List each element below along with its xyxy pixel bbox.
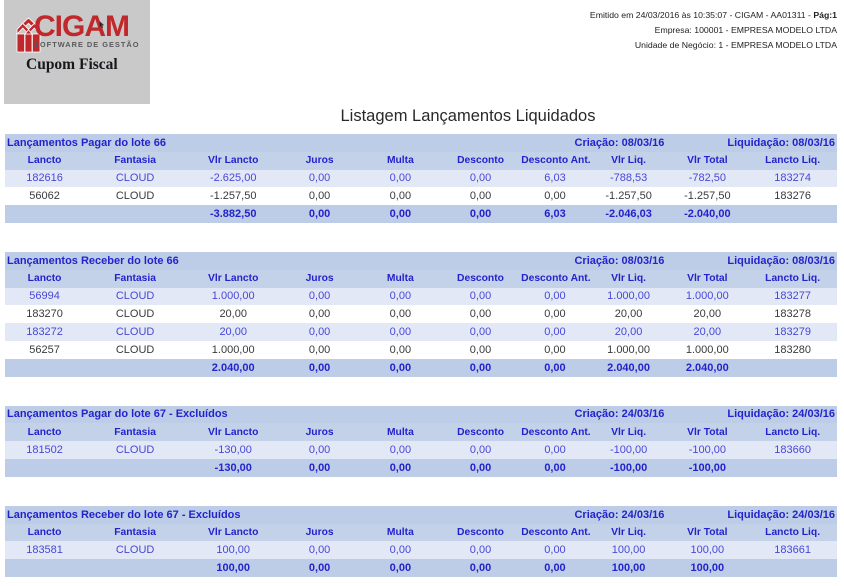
svg-text:SOFTWARE DE GESTÃO: SOFTWARE DE GESTÃO (34, 40, 139, 49)
svg-text:CIGAM: CIGAM (34, 10, 129, 43)
